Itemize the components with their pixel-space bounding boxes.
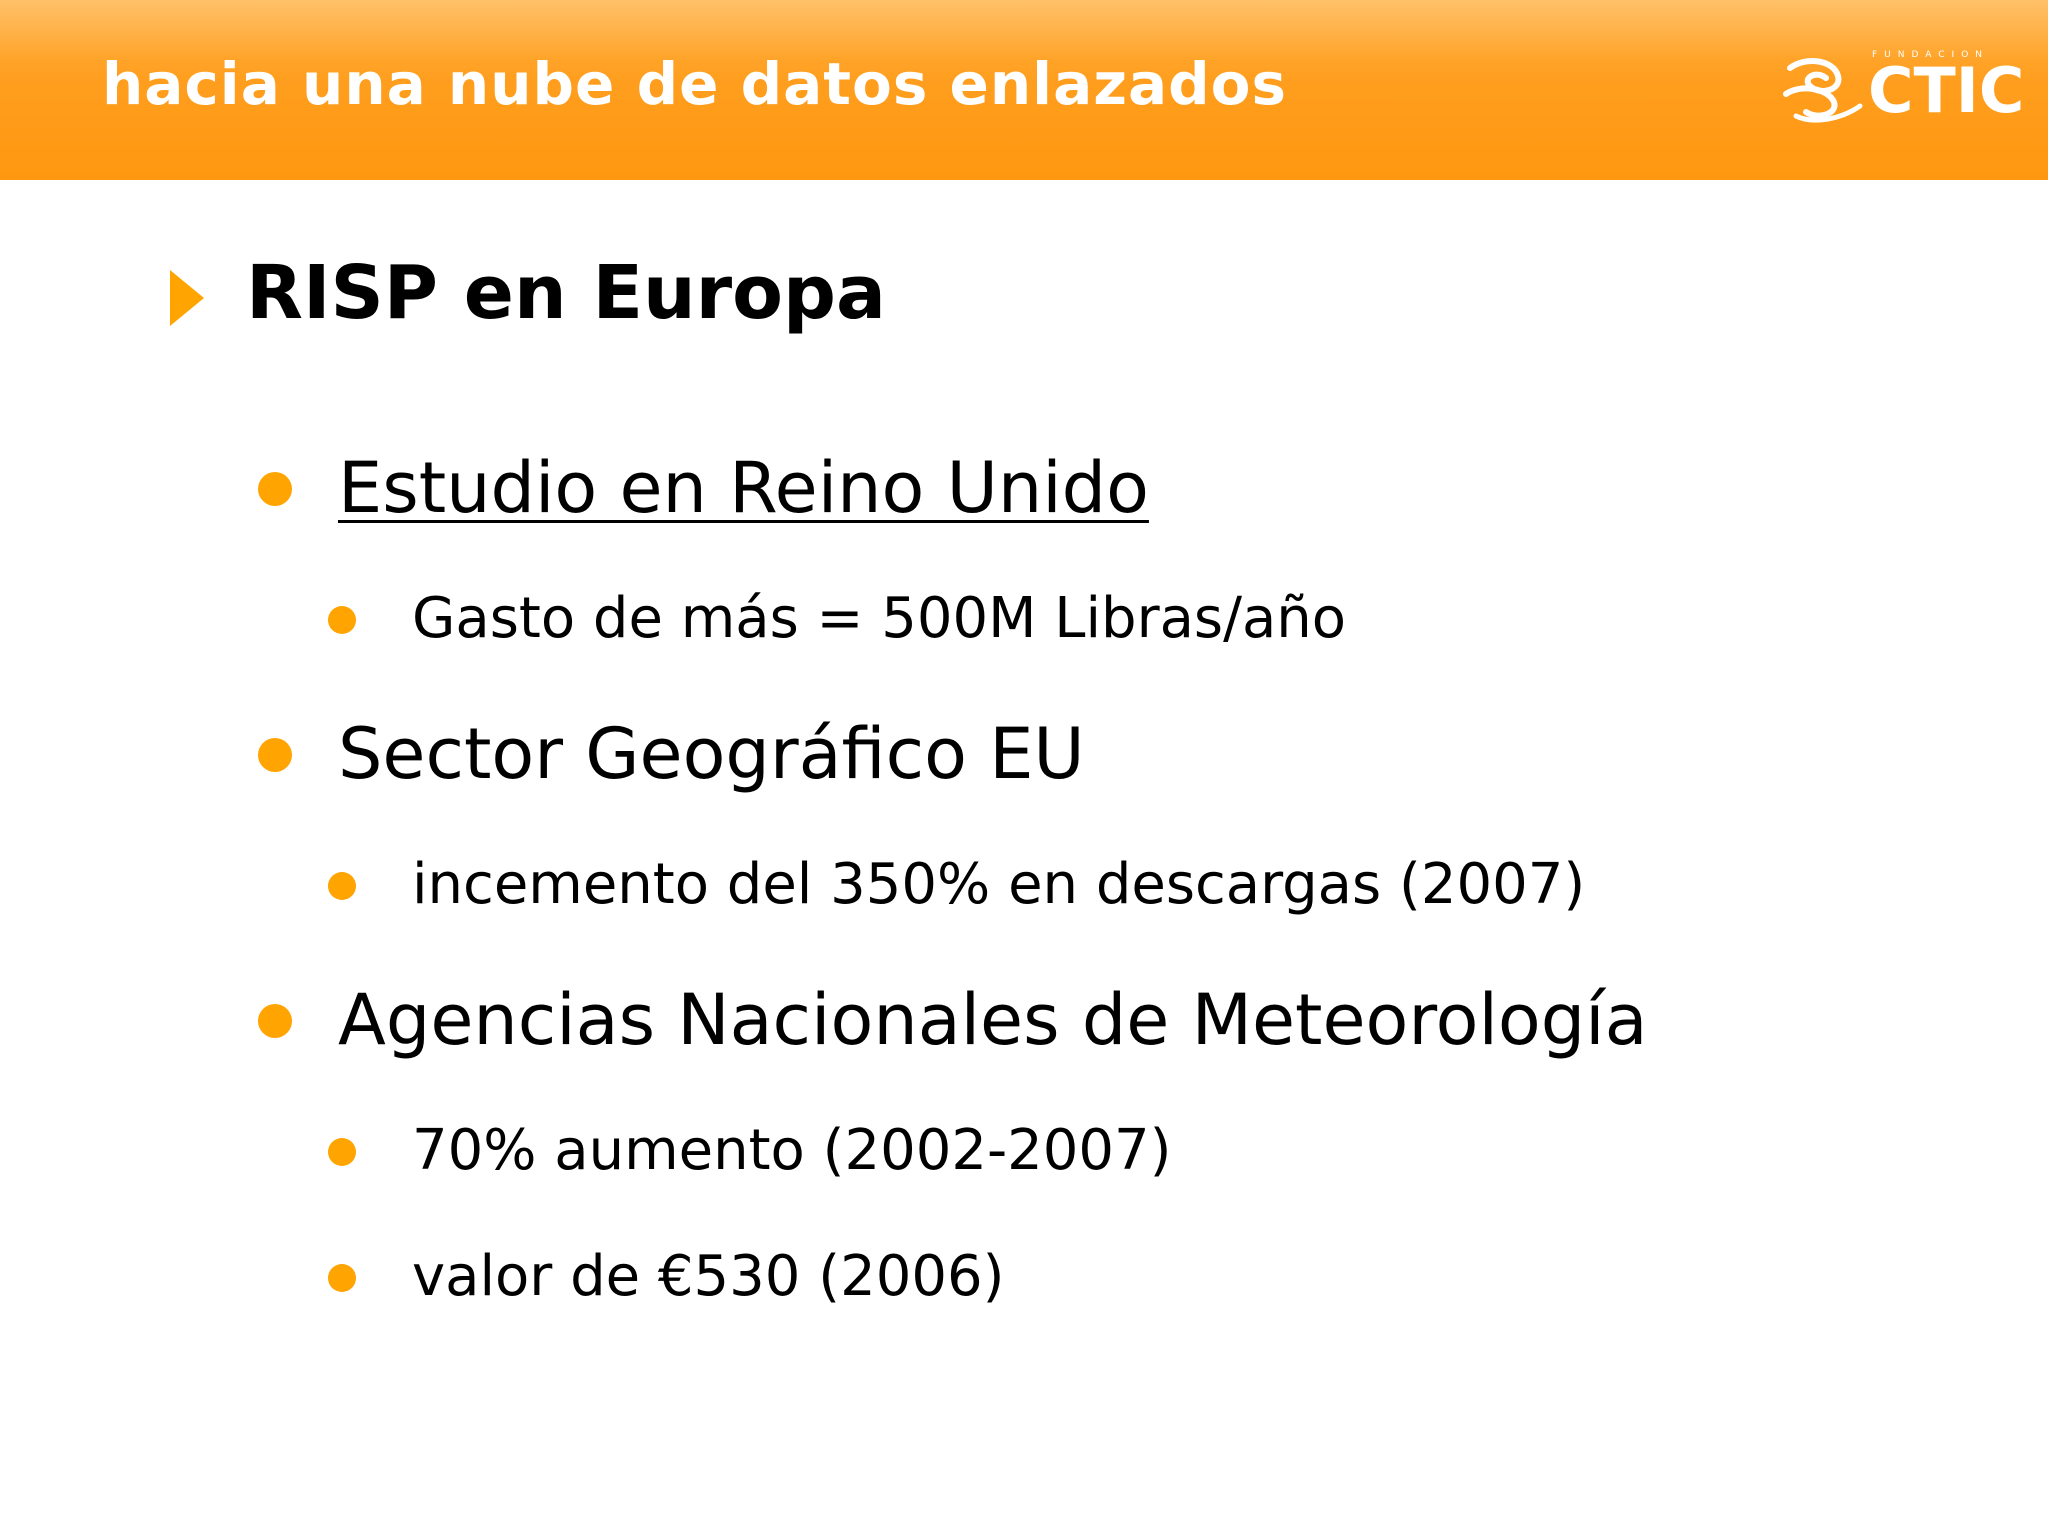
bullet-text: Estudio en Reino Unido [338, 447, 1149, 529]
bullet-dot-icon [328, 1138, 356, 1166]
bullet-dot-icon [258, 1004, 292, 1038]
logo-small-text: FUNDACION [1872, 50, 1990, 60]
bullet-dot-icon [258, 472, 292, 506]
logo-wordmark: CTIC [1868, 54, 2025, 127]
bullet-dot-icon [328, 606, 356, 634]
bullet-dot-icon [328, 872, 356, 900]
ctic-logo: FUNDACION CTIC [1776, 48, 2024, 130]
triangle-right-icon [170, 270, 204, 326]
bullet-dot-icon [328, 1264, 356, 1292]
bullet-text: 70% aumento (2002-2007) [412, 1118, 1172, 1183]
bullet-text: Gasto de más = 500M Libras/año [412, 586, 1347, 651]
bullet-text: Sector Geográfico EU [338, 713, 1085, 795]
bullet-text: incemento del 350% en descargas (2007) [412, 852, 1586, 917]
section-title: RISP en Europa [246, 250, 886, 336]
header-title: hacia una nube de datos enlazados [102, 50, 1287, 118]
ctic-swirl-logo-icon [1783, 58, 1863, 123]
bullet-text: Agencias Nacionales de Meteorología [338, 979, 1648, 1061]
bullet-text: valor de €530 (2006) [412, 1244, 1005, 1309]
bullet-dot-icon [258, 738, 292, 772]
header-band: hacia una nube de datos enlazados FUNDAC… [0, 0, 2048, 180]
